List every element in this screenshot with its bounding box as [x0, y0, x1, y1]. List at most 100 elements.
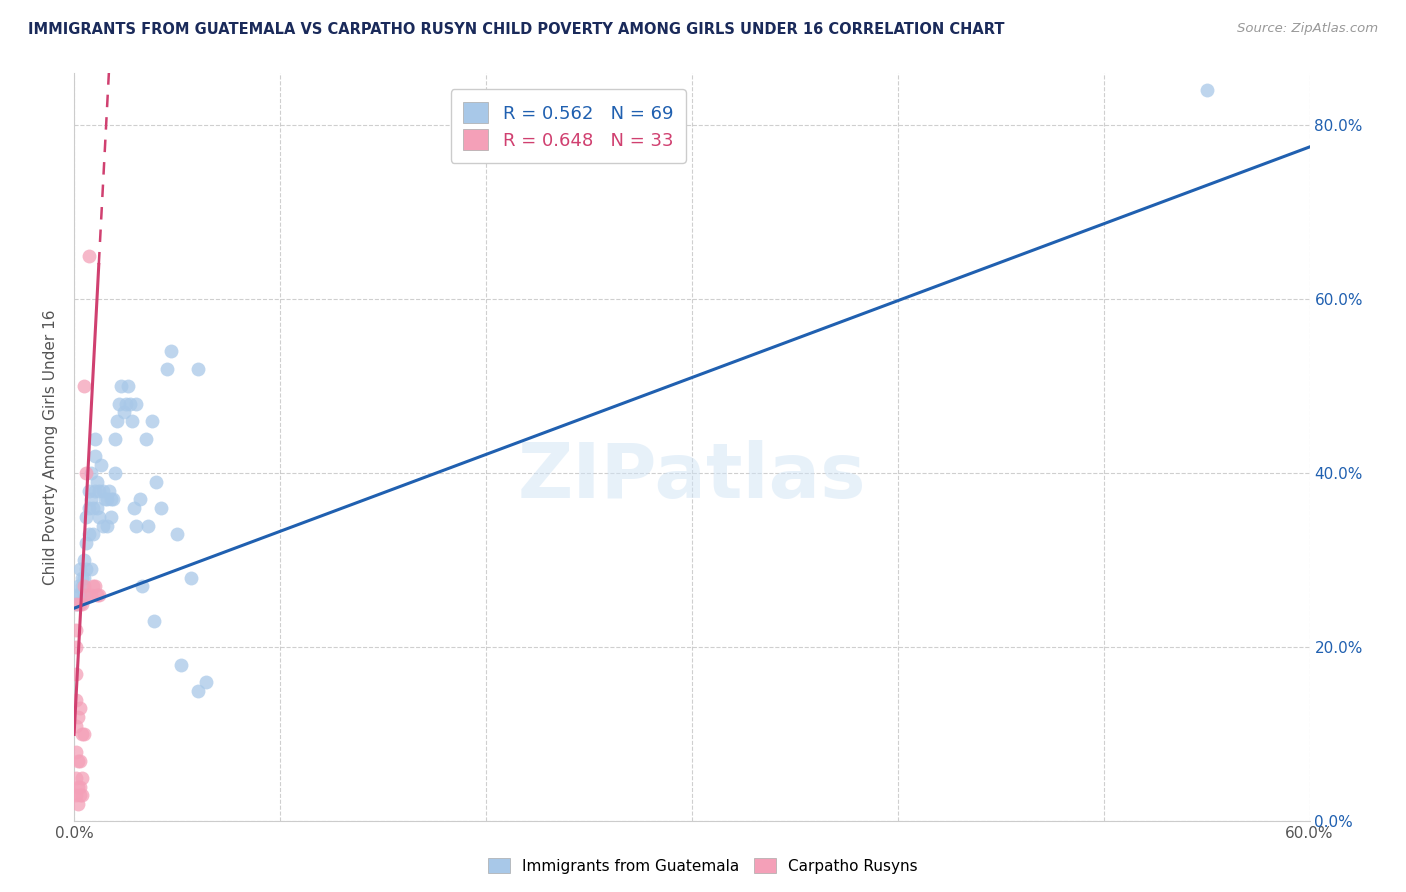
Point	[69, 701, 91, 715]
Point	[67, 754, 90, 768]
Point	[67, 780, 90, 794]
Point	[94, 492, 117, 507]
Point	[135, 432, 157, 446]
Point	[69, 754, 91, 768]
Point	[73, 571, 96, 585]
Point	[110, 379, 132, 393]
Point	[103, 492, 125, 507]
Point	[91, 483, 114, 498]
Point	[1195, 83, 1218, 97]
Point	[112, 405, 135, 419]
Legend: R = 0.562   N = 69, R = 0.648   N = 33: R = 0.562 N = 69, R = 0.648 N = 33	[450, 89, 686, 163]
Point	[69, 588, 91, 602]
Point	[129, 492, 152, 507]
Point	[65, 623, 87, 637]
Point	[117, 379, 139, 393]
Point	[73, 727, 96, 741]
Point	[145, 475, 167, 489]
Point	[86, 588, 108, 602]
Point	[125, 397, 148, 411]
Point	[187, 684, 209, 698]
Point	[187, 362, 209, 376]
Point	[73, 588, 96, 602]
Point	[166, 527, 188, 541]
Point	[72, 579, 94, 593]
Point	[104, 432, 127, 446]
Point	[69, 789, 91, 803]
Y-axis label: Child Poverty Among Girls Under 16: Child Poverty Among Girls Under 16	[44, 310, 58, 585]
Point	[90, 458, 112, 472]
Point	[75, 536, 97, 550]
Point	[83, 449, 105, 463]
Point	[108, 397, 131, 411]
Point	[83, 483, 105, 498]
Point	[73, 553, 96, 567]
Point	[65, 666, 87, 681]
Point	[96, 492, 118, 507]
Point	[65, 597, 87, 611]
Point	[82, 527, 104, 541]
Point	[65, 597, 87, 611]
Point	[125, 518, 148, 533]
Point	[114, 397, 136, 411]
Point	[87, 483, 110, 498]
Point	[72, 771, 94, 785]
Point	[87, 588, 110, 602]
Point	[67, 579, 90, 593]
Point	[65, 588, 87, 602]
Point	[83, 579, 105, 593]
Point	[96, 518, 118, 533]
Text: ZIPatlas: ZIPatlas	[517, 440, 866, 514]
Point	[87, 509, 110, 524]
Point	[136, 518, 159, 533]
Text: Source: ZipAtlas.com: Source: ZipAtlas.com	[1237, 22, 1378, 36]
Point	[65, 745, 87, 759]
Point	[79, 492, 101, 507]
Point	[75, 588, 97, 602]
Point	[72, 727, 94, 741]
Point	[82, 501, 104, 516]
Point	[72, 789, 94, 803]
Point	[86, 475, 108, 489]
Point	[69, 562, 91, 576]
Point	[91, 518, 114, 533]
Point	[65, 789, 87, 803]
Point	[104, 467, 127, 481]
Point	[79, 562, 101, 576]
Point	[65, 640, 87, 655]
Point	[65, 771, 87, 785]
Point	[82, 579, 104, 593]
Point	[72, 597, 94, 611]
Point	[105, 414, 128, 428]
Point	[160, 344, 183, 359]
Point	[121, 414, 143, 428]
Point	[143, 615, 166, 629]
Point	[75, 467, 97, 481]
Point	[79, 588, 101, 602]
Point	[67, 797, 90, 811]
Point	[122, 501, 145, 516]
Point	[141, 414, 163, 428]
Point	[100, 492, 122, 507]
Point	[79, 467, 101, 481]
Point	[69, 780, 91, 794]
Point	[65, 692, 87, 706]
Point	[67, 597, 90, 611]
Point	[100, 509, 122, 524]
Point	[77, 527, 100, 541]
Point	[77, 249, 100, 263]
Point	[67, 710, 90, 724]
Point	[98, 483, 121, 498]
Point	[83, 432, 105, 446]
Text: IMMIGRANTS FROM GUATEMALA VS CARPATHO RUSYN CHILD POVERTY AMONG GIRLS UNDER 16 C: IMMIGRANTS FROM GUATEMALA VS CARPATHO RU…	[28, 22, 1005, 37]
Point	[75, 509, 97, 524]
Point	[180, 571, 202, 585]
Point	[156, 362, 179, 376]
Point	[73, 379, 96, 393]
Point	[69, 597, 91, 611]
Point	[194, 675, 217, 690]
Point	[149, 501, 172, 516]
Point	[131, 579, 153, 593]
Point	[118, 397, 141, 411]
Point	[72, 571, 94, 585]
